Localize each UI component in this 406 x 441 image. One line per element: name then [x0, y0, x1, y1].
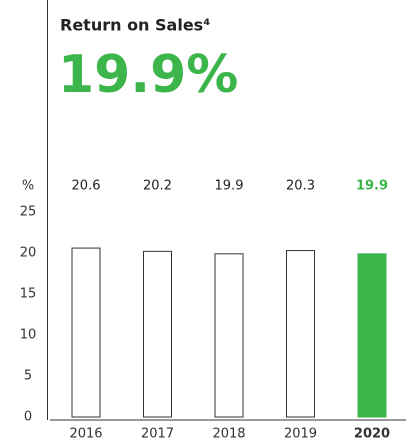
x-tick-label: 2016 [69, 427, 102, 441]
data-label: 19.9 [215, 179, 244, 194]
data-label: 20.2 [143, 179, 172, 194]
x-tick-label: 2017 [141, 427, 174, 441]
x-tick-label: 2020 [354, 427, 390, 441]
bar [214, 253, 244, 418]
bar [143, 250, 172, 418]
chart-title: Return on Sales⁴ [60, 16, 210, 35]
y-tick-label: 0 [24, 410, 32, 425]
x-tick-label: 2018 [212, 427, 245, 441]
headline: 19.9% [58, 45, 238, 105]
y-tick-label: 10 [20, 328, 37, 343]
y-tick-label: 5 [24, 369, 32, 384]
bar [357, 253, 387, 418]
x-tick-label: 2019 [284, 427, 317, 441]
data-label: 19.9 [356, 179, 388, 194]
y-tick-label: 15 [20, 287, 37, 302]
bar [286, 250, 315, 418]
bar [71, 247, 101, 418]
data-label: 20.6 [72, 179, 101, 194]
data-label: 20.3 [286, 179, 315, 194]
y-tick-label: 20 [20, 246, 37, 261]
y-tick-label: 25 [20, 205, 37, 220]
y-unit: % [22, 179, 34, 194]
